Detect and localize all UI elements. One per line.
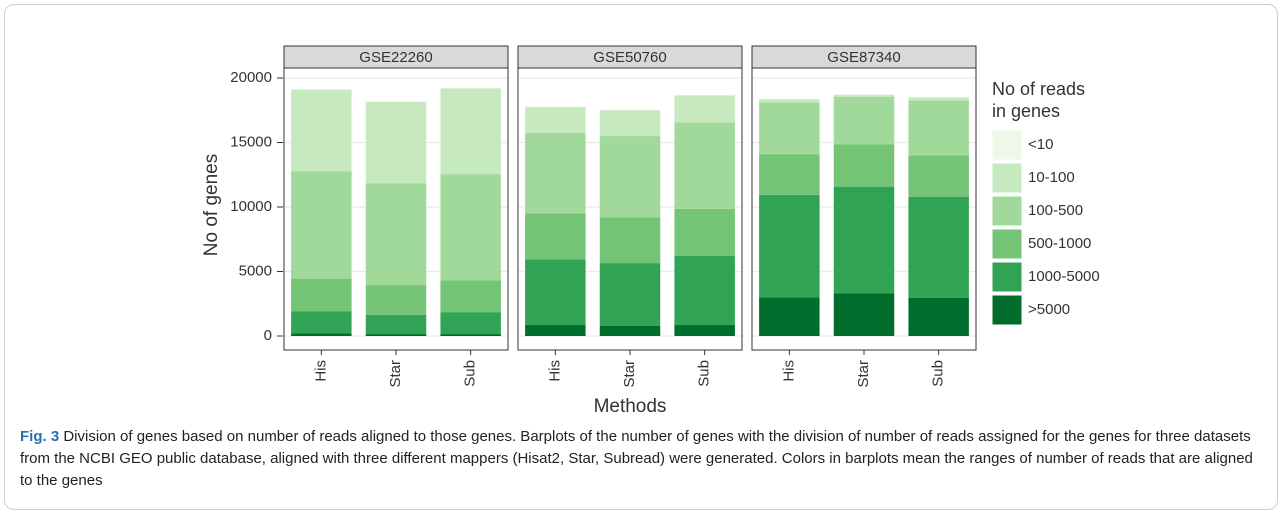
bar-segment (759, 102, 820, 155)
bar-segment (291, 88, 352, 90)
bar-segment (291, 311, 352, 334)
bar-segment (599, 217, 661, 264)
legend-label: 1000-5000 (1028, 268, 1100, 285)
bar-segment (525, 325, 586, 336)
bar-segment (291, 333, 352, 336)
bar-segment (674, 208, 735, 257)
bar-segment (833, 94, 895, 95)
bar-segment (365, 285, 427, 315)
x-tick-label: Sub (462, 360, 479, 387)
facet-strip (751, 45, 977, 69)
bar-segment (599, 325, 661, 336)
bar-segment (908, 96, 969, 98)
y-tick-label: 10000 (230, 198, 272, 215)
y-tick-label: 20000 (230, 69, 272, 86)
x-tick-label: Star (855, 360, 872, 388)
bar-segment (525, 106, 586, 108)
bar-segment (525, 213, 586, 260)
bar-segment (759, 154, 820, 195)
bar-segment (291, 89, 352, 172)
bar-segment (759, 194, 820, 298)
x-tick-label: His (546, 360, 563, 382)
legend-label: 100-500 (1028, 202, 1083, 219)
legend-swatch (991, 261, 1023, 293)
x-tick-label: Star (621, 360, 638, 388)
bar-segment (525, 132, 586, 214)
legend-title: No of reads (992, 79, 1085, 99)
bar-segment (440, 312, 501, 335)
x-tick-label: His (312, 360, 329, 382)
bar-segment (440, 87, 501, 89)
facet-title: GSE50760 (593, 49, 666, 66)
bar-segment (674, 95, 735, 123)
bar-segment (759, 99, 820, 103)
bar-segment (440, 280, 501, 313)
caption-text: Division of genes based on number of rea… (20, 428, 1253, 489)
bar-segment (365, 314, 427, 335)
bar-segment (908, 297, 969, 336)
bar-segment (833, 187, 895, 294)
bar-segment (674, 122, 735, 209)
facet-strip (283, 45, 509, 69)
legend-title: in genes (992, 101, 1060, 121)
y-axis-label: No of genes (201, 154, 222, 256)
bar-segment (599, 136, 661, 218)
chart: No of genes Methods No of reads in genes… (201, 45, 1100, 417)
bar-segment (440, 88, 501, 175)
x-axis-label: Methods (594, 396, 667, 417)
bar-segment (833, 293, 895, 336)
legend-swatch (991, 228, 1023, 260)
facet-title: GSE87340 (827, 49, 900, 66)
bar-segment (674, 325, 735, 336)
bar-segment (365, 334, 427, 336)
y-tick-label: 5000 (239, 262, 272, 279)
bar-segment (908, 155, 969, 197)
x-tick-label: His (780, 360, 797, 382)
bar-segment (525, 259, 586, 326)
caption: Fig. 3 Division of genes based on number… (20, 426, 1260, 492)
bar-segment (599, 263, 661, 326)
legend-label: 10-100 (1028, 169, 1075, 186)
bar-segment (908, 100, 969, 156)
bar-segment (440, 174, 501, 281)
x-tick-label: Sub (696, 360, 713, 387)
bar-segment (833, 94, 895, 97)
x-tick-label: Sub (930, 360, 947, 387)
legend-label: 500-1000 (1028, 235, 1091, 252)
bar-segment (833, 96, 895, 145)
bar-segment (908, 97, 969, 101)
legend-swatch (991, 129, 1023, 161)
legend-label: >5000 (1028, 301, 1070, 318)
caption-label: Fig. 3 (20, 428, 60, 445)
facet-title: GSE22260 (359, 49, 432, 66)
figure-frame (4, 4, 1278, 510)
bar-segment (759, 98, 820, 100)
bar-segment (365, 101, 427, 184)
bar-segment (291, 171, 352, 279)
bar-segment (833, 144, 895, 188)
bar-segment (599, 110, 661, 137)
bar-segment (674, 94, 735, 96)
bar-segment (759, 297, 820, 336)
bar-segment (365, 183, 427, 286)
bar-segment (599, 109, 661, 111)
bar-segment (365, 101, 427, 102)
legend-swatch (991, 195, 1023, 227)
bar-segment (291, 278, 352, 312)
bar-segment (525, 107, 586, 133)
x-tick-label: Star (387, 360, 404, 388)
legend-swatch (991, 162, 1023, 194)
y-tick-label: 15000 (230, 133, 272, 150)
bar-segment (908, 196, 969, 298)
legend-swatch (991, 294, 1023, 326)
bar-segment (674, 256, 735, 326)
bar-segment (440, 334, 501, 336)
legend-label: <10 (1028, 136, 1053, 153)
facet-strip (517, 45, 743, 69)
y-tick-label: 0 (264, 327, 272, 344)
